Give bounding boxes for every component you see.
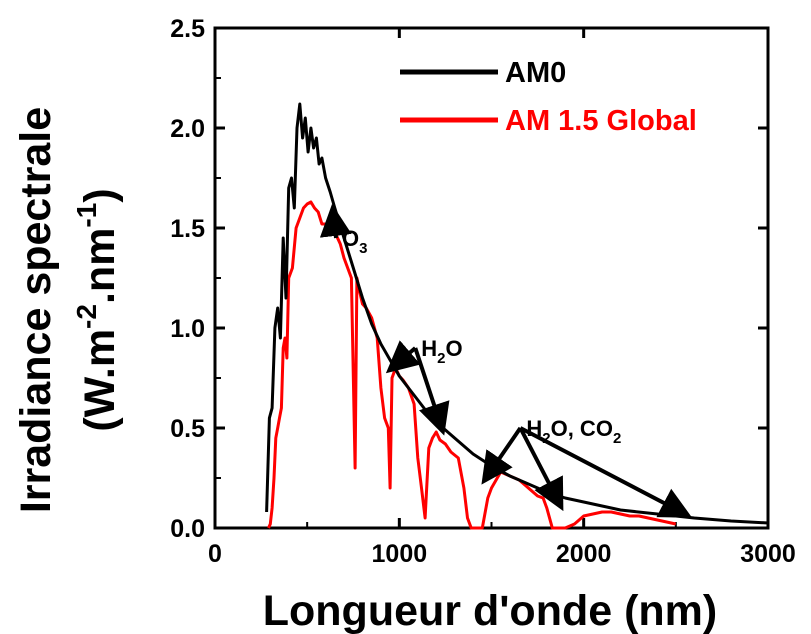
y-axis-label: Irradiance spectrale (W.m-2.nm-1) (12, 107, 124, 513)
y-tick-label: 0.5 (170, 415, 205, 443)
annotation-arrow (519, 426, 693, 518)
plot-border (213, 26, 770, 530)
plot-frame (213, 26, 770, 530)
y-tick-label: 0.0 (170, 515, 205, 543)
annotation-arrow (481, 426, 523, 485)
x-axis-label: Longueur d'onde (nm) (263, 587, 717, 634)
annotation-label: H2O (421, 336, 462, 367)
annotations: O3 H2O H2O, CO2 (319, 204, 693, 518)
y-axis-label-unit: (W.m-2.nm-1) (71, 188, 124, 431)
annotation-label: H2O, CO2 (526, 416, 621, 447)
y-tick-label: 1.5 (170, 215, 205, 243)
y-tick-label: 1.0 (170, 315, 205, 343)
x-tick-label: 1000 (372, 540, 428, 568)
legend-label-am15: AM 1.5 Global (505, 105, 697, 137)
series-layer (265, 102, 769, 530)
legend-label-am0: AM0 (505, 57, 566, 89)
x-tick-label: 2000 (556, 540, 612, 568)
x-axis-ticks: 0 1000 2000 3000 (208, 28, 796, 568)
annotation-label: O3 (342, 226, 367, 257)
annotation-arrow (385, 340, 421, 374)
series-line-am0 (265, 102, 769, 525)
y-axis-ticks: 0.0 0.5 1.0 1.5 2.0 2.5 (170, 15, 768, 543)
x-tick-label: 3000 (740, 540, 796, 568)
y-tick-label: 2.0 (170, 115, 205, 143)
legend: AM0 AM 1.5 Global (400, 57, 697, 137)
annotation-arrow (518, 427, 564, 512)
annotation-arrow (319, 204, 352, 239)
y-axis-label-main: Irradiance spectrale (12, 107, 60, 513)
x-tick-label: 0 (208, 540, 222, 568)
annotation-arrow (413, 347, 450, 436)
y-tick-label: 2.5 (170, 15, 205, 43)
